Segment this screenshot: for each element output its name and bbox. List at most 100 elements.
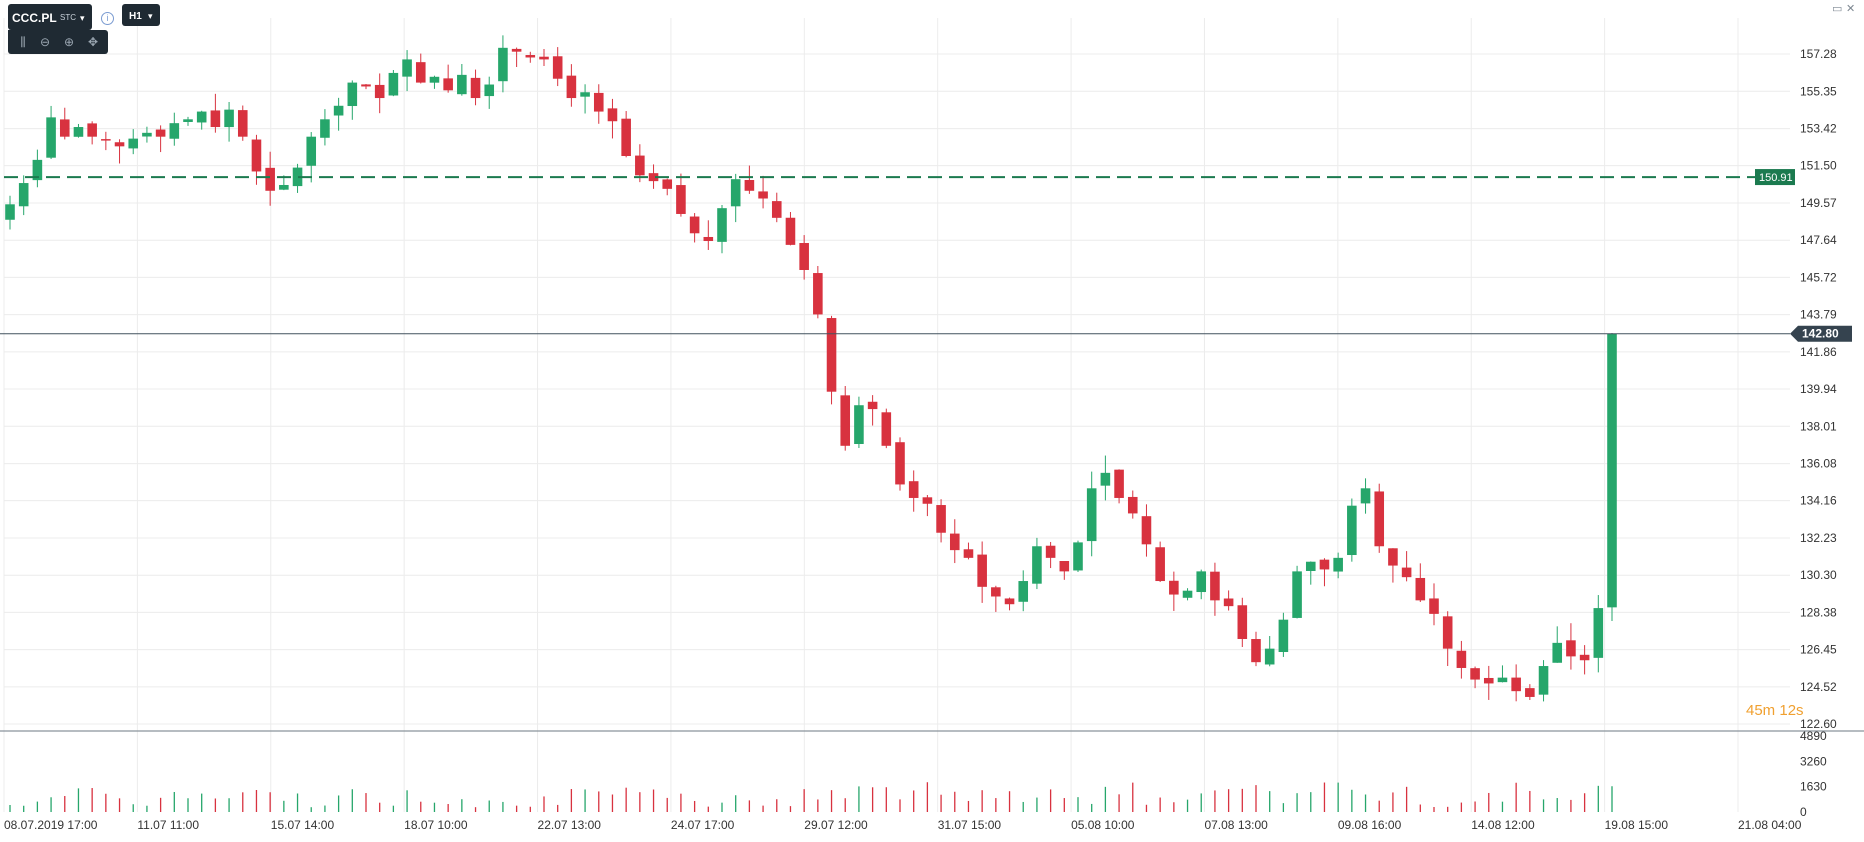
candle	[1018, 570, 1029, 612]
y-tick-label: 141.86	[1800, 345, 1837, 359]
candle-body	[1593, 608, 1604, 658]
candle	[73, 123, 84, 138]
candle	[963, 542, 974, 560]
candle	[539, 49, 549, 66]
timeframe-label: H1	[129, 11, 142, 22]
candle	[1237, 597, 1248, 648]
candle	[224, 102, 234, 142]
candle	[1155, 541, 1165, 583]
candle	[443, 64, 453, 93]
candle-body	[881, 412, 892, 446]
candle-body	[1264, 648, 1275, 665]
zoom-out-icon[interactable]: ⊖	[39, 35, 51, 49]
candle	[1456, 640, 1467, 679]
candle-body	[1018, 581, 1029, 602]
symbol-selector[interactable]: CCC.PL STC ▾	[8, 4, 92, 30]
axes: 157.28 155.35 153.42 151.50 149.57 147.64 145.…	[4, 47, 1837, 832]
y-tick-label: 134.16	[1800, 494, 1837, 508]
candle	[648, 164, 659, 189]
candle-body	[73, 127, 84, 137]
candle-body	[593, 92, 604, 112]
candle	[333, 97, 344, 131]
candle	[1100, 455, 1111, 501]
x-tick-label: 05.08 10:00	[1071, 818, 1135, 832]
candle-body	[87, 123, 97, 137]
candle-body	[443, 78, 453, 91]
candle	[498, 35, 508, 93]
symbol-sub-label: STC	[60, 13, 76, 22]
candle-body	[374, 84, 385, 99]
current-price-badge-bg	[1790, 325, 1852, 342]
candle-body	[210, 110, 221, 128]
candle	[142, 126, 152, 143]
candle	[580, 84, 590, 114]
y-tick-label: 149.57	[1800, 196, 1837, 210]
y-tick-label: 139.94	[1800, 382, 1837, 396]
candle	[881, 408, 892, 449]
candle-body	[101, 139, 111, 141]
candle	[635, 144, 645, 183]
candle	[1278, 612, 1289, 657]
info-icon[interactable]: i	[101, 12, 114, 25]
y-tick-label: 122.60	[1800, 717, 1837, 731]
candle	[1538, 660, 1549, 702]
current-price-value: 142.80	[1802, 327, 1839, 341]
candle-body	[320, 119, 330, 138]
candle-body	[251, 139, 262, 172]
candle	[703, 220, 714, 250]
candle	[183, 116, 193, 126]
candle-body	[1525, 688, 1535, 697]
candle	[32, 149, 43, 188]
candle	[758, 175, 768, 209]
volume-tick-label: 0	[1800, 805, 1807, 819]
candle	[237, 105, 248, 141]
order-level-value: 150.91	[1759, 172, 1793, 184]
candle-body	[429, 76, 440, 83]
zoom-in-icon[interactable]: ⊕	[63, 35, 75, 49]
candle	[361, 83, 371, 90]
candle	[320, 109, 330, 146]
candle-body	[1169, 580, 1179, 595]
candle-body	[155, 129, 166, 137]
candle-body	[5, 204, 15, 220]
candle-body	[59, 119, 70, 137]
candle-body	[1607, 333, 1617, 608]
candle-body	[1579, 654, 1590, 661]
candle	[265, 151, 275, 206]
minimize-icon[interactable]: ▭	[1832, 3, 1843, 15]
candle-body	[1237, 605, 1248, 639]
y-tick-label: 157.28	[1800, 47, 1837, 61]
candle-body	[689, 216, 700, 234]
candle-body	[1278, 619, 1289, 653]
candle	[1319, 558, 1330, 587]
candle-body	[1073, 542, 1083, 571]
candle-body	[1196, 571, 1207, 593]
y-tick-label: 132.23	[1800, 531, 1837, 545]
candle-body	[635, 155, 645, 176]
volume-tick-label: 1630	[1800, 780, 1827, 794]
x-tick-label: 29.07 12:00	[804, 818, 868, 832]
candle-body	[306, 136, 317, 166]
candle	[840, 386, 851, 451]
candle	[525, 51, 536, 63]
pan-icon[interactable]: ✥	[87, 35, 99, 49]
chart-type-icon[interactable]: ⫼	[20, 35, 26, 49]
close-icon[interactable]: ✕	[1846, 3, 1856, 15]
candle	[1059, 560, 1070, 580]
candle-body	[717, 208, 727, 242]
candle	[457, 64, 467, 96]
candle-body	[388, 72, 399, 96]
timeframe-selector[interactable]: H1 ▾	[122, 4, 160, 26]
chevron-down-icon: ▾	[80, 13, 85, 23]
candle-body	[1292, 571, 1302, 618]
candle-body	[128, 138, 139, 149]
candle-body	[1456, 650, 1467, 668]
candle	[292, 163, 303, 193]
candle-body	[1155, 547, 1165, 582]
candle-body	[183, 119, 193, 122]
candle-body	[703, 236, 714, 242]
candle	[402, 50, 412, 92]
candle-body	[1401, 567, 1412, 578]
candle-body	[826, 318, 837, 392]
